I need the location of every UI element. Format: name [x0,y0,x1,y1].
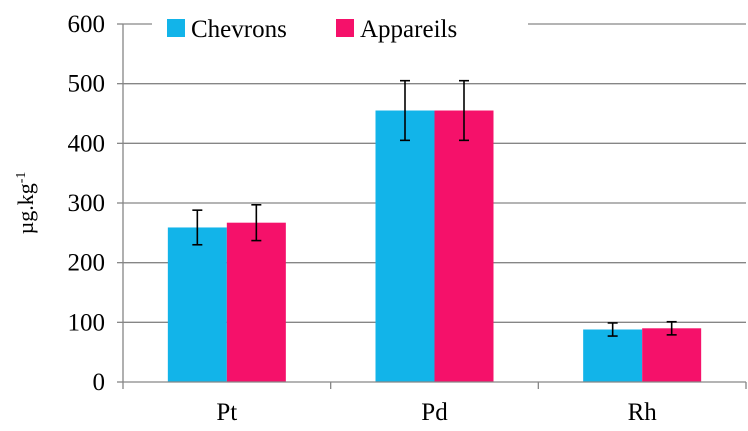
axes [122,24,747,389]
error-bar-appareils-rh [666,320,677,336]
legend-swatch-appareils [336,19,354,37]
y-tick-label-600: 600 [68,11,106,38]
bars [167,110,702,383]
legend-swatch-chevrons [167,19,185,37]
x-tick-label-pt: Pt [216,399,237,426]
legend-label-chevrons: Chevrons [191,16,287,43]
y-tick-label-300: 300 [68,190,106,217]
y-tick-label-100: 100 [68,309,106,336]
error-bars [192,79,677,337]
legend-label-appareils: Appareils [360,16,457,43]
y-tick-label-400: 400 [68,130,106,157]
y-tick-label-0: 0 [93,369,106,396]
legend: Chevrons Appareils [152,12,528,46]
error-bar-appareils-pd [459,79,469,142]
error-bar-chevrons-rh [607,322,618,337]
x-tick-label-rh: Rh [628,399,658,426]
y-tick-labels: 0 100 200 300 400 500 600 [68,11,106,396]
bar-appareils-pd [434,110,494,383]
x-tick-label-pd: Pd [421,399,448,426]
error-bar-appareils-pt [251,203,262,242]
error-bar-chevrons-pd [400,79,410,142]
error-bar-chevrons-pt [192,209,203,246]
y-axis-title: µg.kg-1 [13,172,38,235]
bar-appareils-pt [226,222,286,382]
bar-appareils-rh [642,328,702,382]
bar-chevrons-pd [375,110,435,383]
y-tick-label-500: 500 [68,71,106,98]
x-tick-labels: Pt Pd Rh [216,399,657,426]
y-tick-label-200: 200 [68,250,106,277]
bar-chevrons-pt [167,227,227,382]
bar-chevrons-rh [583,329,643,382]
